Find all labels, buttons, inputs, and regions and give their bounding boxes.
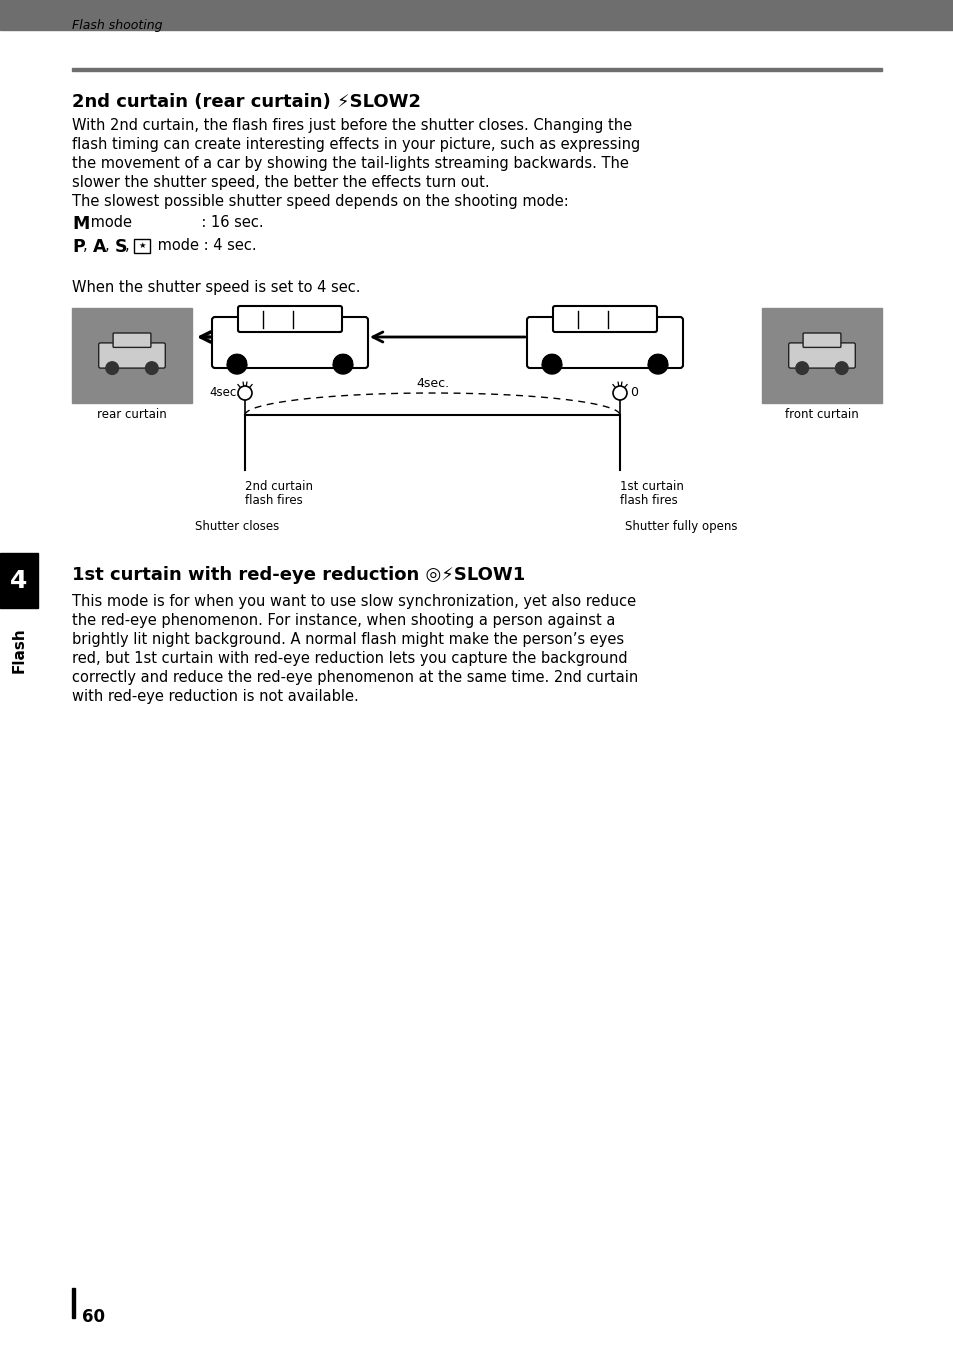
Bar (761, 308, 882, 404)
Text: the red-eye phenomenon. For instance, when shooting a person against a: the red-eye phenomenon. For instance, wh… (71, 613, 615, 628)
Text: 1st curtain: 1st curtain (619, 480, 683, 494)
Text: 4sec.: 4sec. (416, 377, 449, 390)
Circle shape (647, 354, 667, 374)
Text: 1st curtain with red-eye reduction ◎⚡SLOW1: 1st curtain with red-eye reduction ◎⚡SLO… (71, 566, 525, 584)
Bar (0, 0, 953, 30)
Text: P: P (71, 238, 85, 256)
Circle shape (333, 354, 353, 374)
Text: front curtain: front curtain (784, 408, 858, 421)
Text: rear curtain: rear curtain (97, 408, 167, 421)
Text: M: M (71, 215, 90, 233)
Bar (71, 308, 192, 404)
Text: 0: 0 (629, 386, 638, 399)
FancyBboxPatch shape (98, 343, 165, 369)
Circle shape (795, 362, 807, 374)
FancyBboxPatch shape (553, 307, 657, 332)
Circle shape (106, 362, 118, 374)
Text: ,: , (105, 238, 114, 253)
Text: 2nd curtain: 2nd curtain (245, 480, 313, 494)
Circle shape (227, 354, 247, 374)
Text: flash fires: flash fires (245, 494, 302, 507)
Circle shape (541, 354, 561, 374)
Text: Shutter fully opens: Shutter fully opens (624, 521, 737, 533)
Text: The slowest possible shutter speed depends on the shooting mode:: The slowest possible shutter speed depen… (71, 194, 568, 208)
Circle shape (146, 362, 158, 374)
Text: ★: ★ (138, 241, 146, 250)
FancyBboxPatch shape (212, 317, 368, 369)
Text: with red-eye reduction is not available.: with red-eye reduction is not available. (71, 689, 358, 703)
Text: flash timing can create interesting effects in your picture, such as expressing: flash timing can create interesting effe… (71, 137, 639, 152)
Text: mode               : 16 sec.: mode : 16 sec. (86, 215, 263, 230)
Text: 2nd curtain (rear curtain) ⚡SLOW2: 2nd curtain (rear curtain) ⚡SLOW2 (71, 93, 420, 112)
Text: A: A (92, 238, 107, 256)
Circle shape (613, 386, 626, 399)
Text: 4sec.: 4sec. (209, 386, 240, 399)
Circle shape (237, 386, 252, 399)
FancyBboxPatch shape (237, 307, 341, 332)
Text: ,: , (83, 238, 92, 253)
Bar (71, 69, 882, 71)
Text: red, but 1st curtain with red-eye reduction lets you capture the background: red, but 1st curtain with red-eye reduct… (71, 651, 627, 666)
Text: ,: , (125, 238, 130, 253)
Bar (0, 553, 38, 608)
Text: Flash: Flash (11, 627, 27, 672)
Text: S: S (115, 238, 128, 256)
Text: Flash shooting: Flash shooting (71, 19, 162, 31)
FancyBboxPatch shape (802, 334, 840, 347)
FancyBboxPatch shape (788, 343, 855, 369)
Text: This mode is for when you want to use slow synchronization, yet also reduce: This mode is for when you want to use sl… (71, 594, 636, 609)
Bar (71, 1289, 75, 1318)
FancyBboxPatch shape (526, 317, 682, 369)
Circle shape (835, 362, 847, 374)
Text: With 2nd curtain, the flash fires just before the shutter closes. Changing the: With 2nd curtain, the flash fires just b… (71, 118, 632, 133)
FancyBboxPatch shape (113, 334, 151, 347)
Text: Shutter closes: Shutter closes (194, 521, 279, 533)
Text: brightly lit night background. A normal flash might make the person’s eyes: brightly lit night background. A normal … (71, 632, 623, 647)
Text: the movement of a car by showing the tail-lights streaming backwards. The: the movement of a car by showing the tai… (71, 156, 628, 171)
FancyBboxPatch shape (134, 238, 151, 253)
Text: mode : 4 sec.: mode : 4 sec. (152, 238, 256, 253)
Text: flash fires: flash fires (619, 494, 677, 507)
Text: correctly and reduce the red-eye phenomenon at the same time. 2nd curtain: correctly and reduce the red-eye phenome… (71, 670, 638, 685)
Text: When the shutter speed is set to 4 sec.: When the shutter speed is set to 4 sec. (71, 280, 360, 295)
Text: 4: 4 (10, 569, 28, 593)
Text: slower the shutter speed, the better the effects turn out.: slower the shutter speed, the better the… (71, 175, 489, 190)
Text: 60: 60 (82, 1307, 105, 1326)
